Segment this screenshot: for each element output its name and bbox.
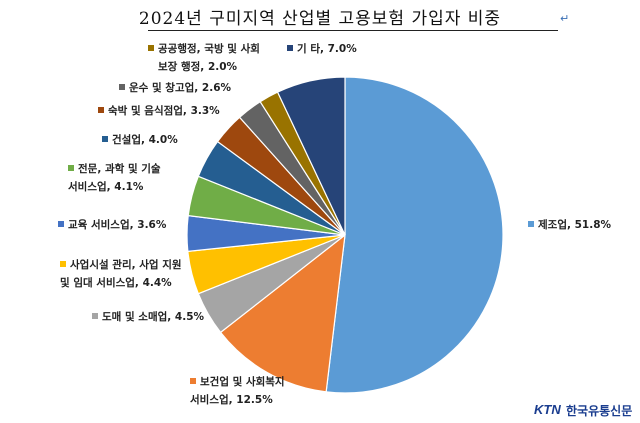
pie-slice [325, 76, 504, 394]
slice-label: 건설업, 4.0% [102, 133, 178, 146]
title-underline [148, 30, 558, 31]
return-icon: ↵ [560, 12, 570, 25]
slice-label: 사업시설 관리, 사업 지원및 임대 서비스업, 4.4% [60, 258, 182, 289]
slice-label-text: 교육 서비스업, 3.6% [68, 218, 167, 231]
logo-mark: KTN [534, 402, 561, 417]
slice-label: 숙박 및 음식점업, 3.3% [98, 104, 220, 117]
publisher-logo: KTN 한국유통신문 [534, 398, 640, 422]
slice-label-text: 서비스업, 4.1% [68, 180, 144, 193]
legend-marker [287, 45, 293, 51]
slice-label: 교육 서비스업, 3.6% [58, 218, 167, 231]
legend-marker [190, 378, 196, 384]
legend-marker [60, 261, 66, 267]
slice-label: 제조업, 51.8% [528, 218, 612, 231]
slice-label-text: 도매 및 소매업, 4.5% [102, 310, 205, 323]
pie-slice [219, 233, 346, 393]
slice-label-text: 기 타, 7.0% [297, 42, 357, 55]
legend-marker [58, 221, 64, 227]
legend-marker [92, 313, 98, 319]
slice-label-text: 서비스업, 12.5% [190, 393, 273, 406]
slice-label: 도매 및 소매업, 4.5% [92, 310, 205, 323]
slice-label-text: 제조업, 51.8% [538, 218, 612, 231]
slice-label-text: 보건업 및 사회복지 [200, 375, 285, 388]
slice-label-text: 전문, 과학 및 기술 [78, 162, 161, 175]
slice-label-text: 사업시설 관리, 사업 지원 [70, 258, 182, 271]
logo-name: 한국유통신문 [566, 404, 633, 418]
slice-label: 운수 및 창고업, 2.6% [119, 81, 232, 94]
legend-marker [68, 165, 74, 171]
slice-label-text: 및 임대 서비스업, 4.4% [60, 276, 172, 289]
slice-label-text: 운수 및 창고업, 2.6% [129, 81, 232, 94]
slice-label-text: 보장 행정, 2.0% [158, 60, 238, 73]
legend-marker [528, 221, 534, 227]
slice-label-text: 건설업, 4.0% [112, 133, 178, 146]
slice-label-text: 공공행정, 국방 및 사회 [158, 42, 260, 55]
legend-marker [119, 84, 125, 90]
legend-marker [98, 107, 104, 113]
slice-label: 기 타, 7.0% [287, 42, 357, 55]
legend-marker [102, 136, 108, 142]
legend-marker [148, 45, 154, 51]
slice-label-text: 숙박 및 음식점업, 3.3% [108, 104, 220, 117]
chart-title: 2024년 구미지역 산업별 고용보험 가입자 비중 [138, 9, 502, 29]
pie-slice [276, 76, 346, 236]
